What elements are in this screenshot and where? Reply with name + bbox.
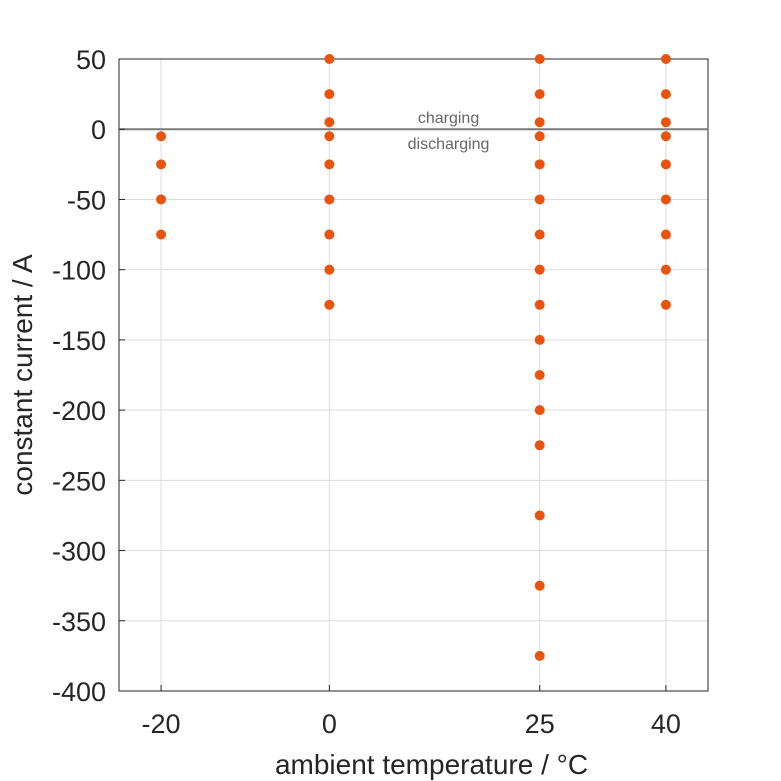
- data-point: [534, 580, 545, 591]
- plot-area-frame: [118, 58, 709, 692]
- data-point: [324, 299, 335, 310]
- y-tick-label: -100: [52, 256, 106, 286]
- data-point: [324, 264, 335, 275]
- data-point: [534, 54, 545, 64]
- y-tick-label: -50: [67, 185, 106, 215]
- data-point: [324, 194, 335, 205]
- data-point: [660, 117, 671, 128]
- data-point: [534, 89, 545, 100]
- data-point: [660, 264, 671, 275]
- data-points: [156, 54, 671, 661]
- data-point: [534, 334, 545, 345]
- y-axis-ticks: 50 0 -50 -100 -150 -200 -250 -300 -350 -400: [52, 45, 125, 707]
- data-point: [660, 89, 671, 100]
- data-point: [660, 194, 671, 205]
- data-point: [534, 650, 545, 661]
- data-point: [660, 131, 671, 142]
- x-axis-ticks: -20 0 25 40: [142, 685, 681, 739]
- data-point: [534, 370, 545, 380]
- x-axis-label: ambient temperature / °C: [275, 749, 588, 780]
- y-tick-label: -400: [52, 677, 106, 707]
- y-tick-label: -150: [52, 326, 106, 356]
- data-point: [534, 131, 545, 142]
- discharging-label: discharging: [408, 136, 490, 153]
- data-point: [534, 229, 545, 240]
- data-point: [660, 229, 671, 240]
- y-tick-label: 50: [76, 45, 106, 75]
- data-point: [534, 510, 545, 521]
- data-point: [660, 54, 671, 64]
- data-point: [324, 131, 335, 142]
- data-point: [324, 117, 335, 128]
- data-point: [660, 159, 671, 170]
- y-tick-label: -350: [52, 607, 106, 637]
- data-point: [324, 54, 335, 64]
- y-tick-label: 0: [91, 115, 106, 145]
- data-point: [534, 405, 545, 416]
- data-point: [534, 194, 545, 205]
- data-point: [156, 131, 167, 142]
- data-point: [534, 440, 545, 451]
- y-axis-label: constant current / A: [7, 254, 38, 496]
- data-point: [156, 194, 167, 205]
- data-point: [324, 229, 335, 240]
- y-tick-label: -250: [52, 466, 106, 496]
- x-tick-label: 25: [525, 709, 555, 739]
- y-tick-label: -300: [52, 537, 106, 567]
- y-tick-label: -200: [52, 396, 106, 426]
- data-point: [324, 159, 335, 170]
- x-tick-label: 0: [322, 709, 337, 739]
- x-tick-label: 40: [651, 709, 681, 739]
- data-point: [534, 264, 545, 275]
- grid-lines: [119, 58, 708, 692]
- data-point: [156, 159, 167, 170]
- x-tick-label: -20: [142, 709, 181, 739]
- data-point: [660, 299, 671, 310]
- data-point: [534, 159, 545, 170]
- data-point: [534, 117, 545, 128]
- data-point: [534, 299, 545, 310]
- data-point: [324, 89, 335, 100]
- charging-label: charging: [418, 110, 479, 127]
- data-point: [156, 229, 167, 240]
